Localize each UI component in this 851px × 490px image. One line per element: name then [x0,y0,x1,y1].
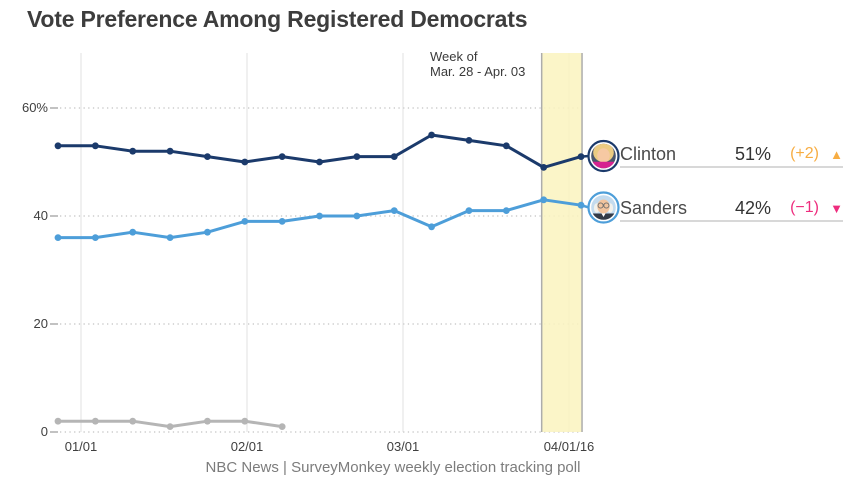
data-point [91,417,99,425]
x-tick-label: 02/01 [230,439,264,454]
data-point [353,212,361,220]
data-point [540,164,548,171]
data-point [91,234,99,242]
data-point [54,417,62,425]
annotation-line-1: Week of [430,49,478,64]
data-point [316,212,323,220]
x-tick-label: 04/01/16 [543,439,595,454]
data-point [390,153,398,161]
data-point [577,153,585,161]
avatar [587,139,620,173]
data-point [465,137,473,144]
data-point [241,158,249,166]
x-tick-label: 01/01 [64,439,98,454]
data-point [278,153,286,161]
data-point [54,234,62,242]
data-point [166,234,174,242]
y-tick-label: 20 [33,316,48,331]
source-attribution: NBC News | SurveyMonkey weekly election … [205,459,581,476]
legend-row-clinton: Clinton 51% (+2) ▲ [620,142,843,168]
data-point [278,218,286,225]
data-point [540,196,548,204]
data-point [390,207,398,215]
down-triangle-icon: ▼ [830,200,843,216]
legend-value-clinton: 51% [734,143,771,164]
up-triangle-icon: ▲ [830,146,843,162]
legend-name-clinton: Clinton [620,143,677,164]
x-tick-label: 03/01 [386,439,420,454]
data-point [241,218,249,225]
data-point [91,142,99,150]
data-point [316,158,323,166]
page-title: Vote Preference Among Registered Democra… [27,6,528,32]
data-point [204,417,211,425]
data-point [465,207,473,215]
y-tick-label: 0 [40,424,48,439]
data-point [54,142,62,150]
data-point [166,147,174,155]
legend-row-sanders: Sanders 42% (−1) ▼ [620,196,843,222]
legend-name-sanders: Sanders [620,197,688,218]
data-point [502,142,510,150]
data-point [129,417,137,425]
data-point [129,228,137,236]
avatar [587,191,620,224]
legend-change-sanders: (−1) [790,199,819,216]
legend-change-clinton: (+2) [790,145,819,162]
data-point [428,223,435,231]
data-point [353,153,361,161]
y-tick-label: 40 [33,208,48,223]
data-point [502,207,510,215]
data-point [129,147,137,155]
data-point [204,228,211,236]
data-point [204,153,211,161]
legend-value-sanders: 42% [734,197,771,218]
data-point [428,131,435,139]
data-point [166,423,174,430]
y-tick-label: 60% [21,100,48,115]
highlight-band [541,53,583,432]
annotation-line-2: Mar. 28 - Apr. 03 [430,64,526,79]
data-point [241,417,249,425]
data-point [278,423,286,430]
highlight-band-annotation: Week of Mar. 28 - Apr. 03 [430,49,525,79]
